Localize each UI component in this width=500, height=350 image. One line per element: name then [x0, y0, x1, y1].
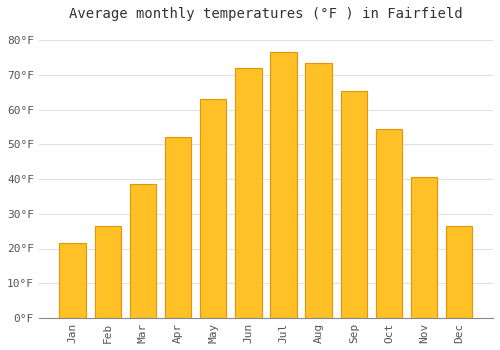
Bar — [446, 226, 472, 318]
Bar — [270, 52, 296, 318]
Bar — [165, 138, 191, 318]
Bar — [411, 177, 438, 318]
Title: Average monthly temperatures (°F ) in Fairfield: Average monthly temperatures (°F ) in Fa… — [69, 7, 462, 21]
Bar — [235, 68, 262, 318]
Bar — [306, 63, 332, 318]
Bar — [340, 91, 367, 318]
Bar — [60, 243, 86, 318]
Bar — [130, 184, 156, 318]
Bar — [200, 99, 226, 318]
Bar — [376, 129, 402, 318]
Bar — [94, 226, 121, 318]
